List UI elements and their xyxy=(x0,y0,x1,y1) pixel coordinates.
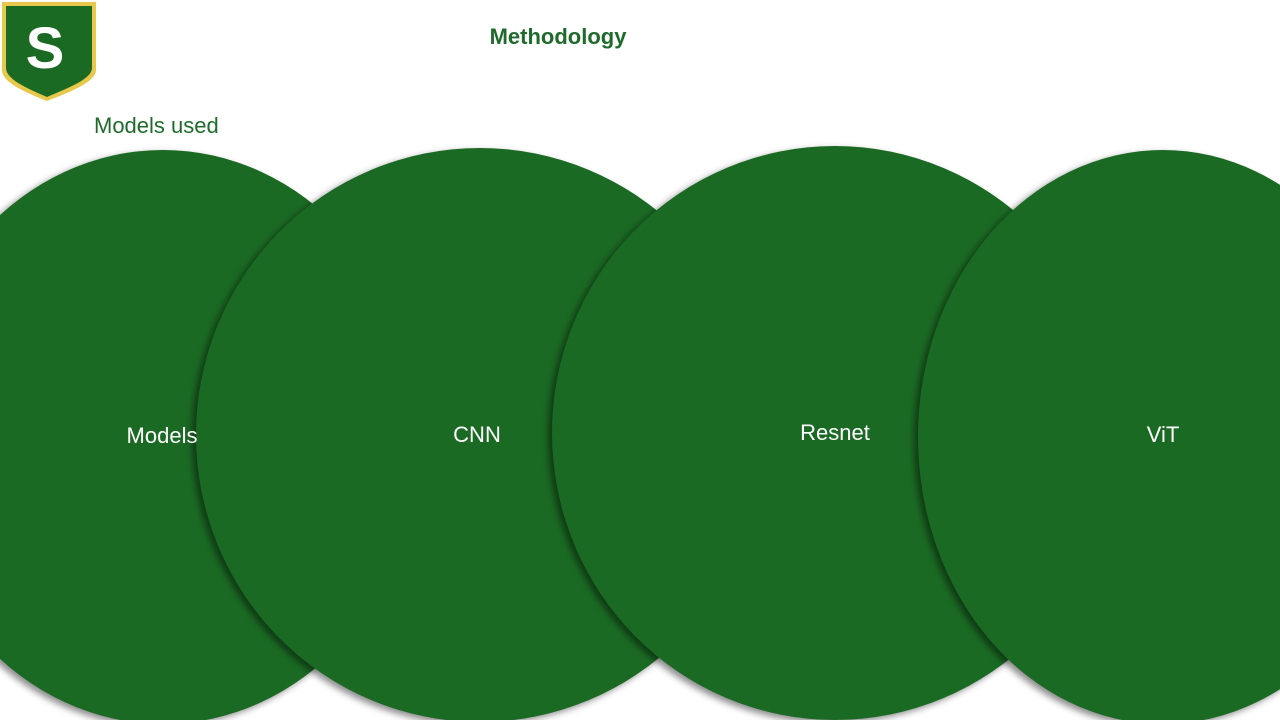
slide-title: Methodology xyxy=(400,24,716,50)
circle-label-models: Models xyxy=(127,423,198,449)
svg-text:S: S xyxy=(26,16,65,81)
circle-label-cnn: CNN xyxy=(453,422,501,448)
shield-logo-icon: S xyxy=(0,0,98,102)
slide-subtitle: Models used xyxy=(94,113,219,139)
circle-label-resnet: Resnet xyxy=(800,420,870,446)
circle-label-vit: ViT xyxy=(1147,422,1180,448)
